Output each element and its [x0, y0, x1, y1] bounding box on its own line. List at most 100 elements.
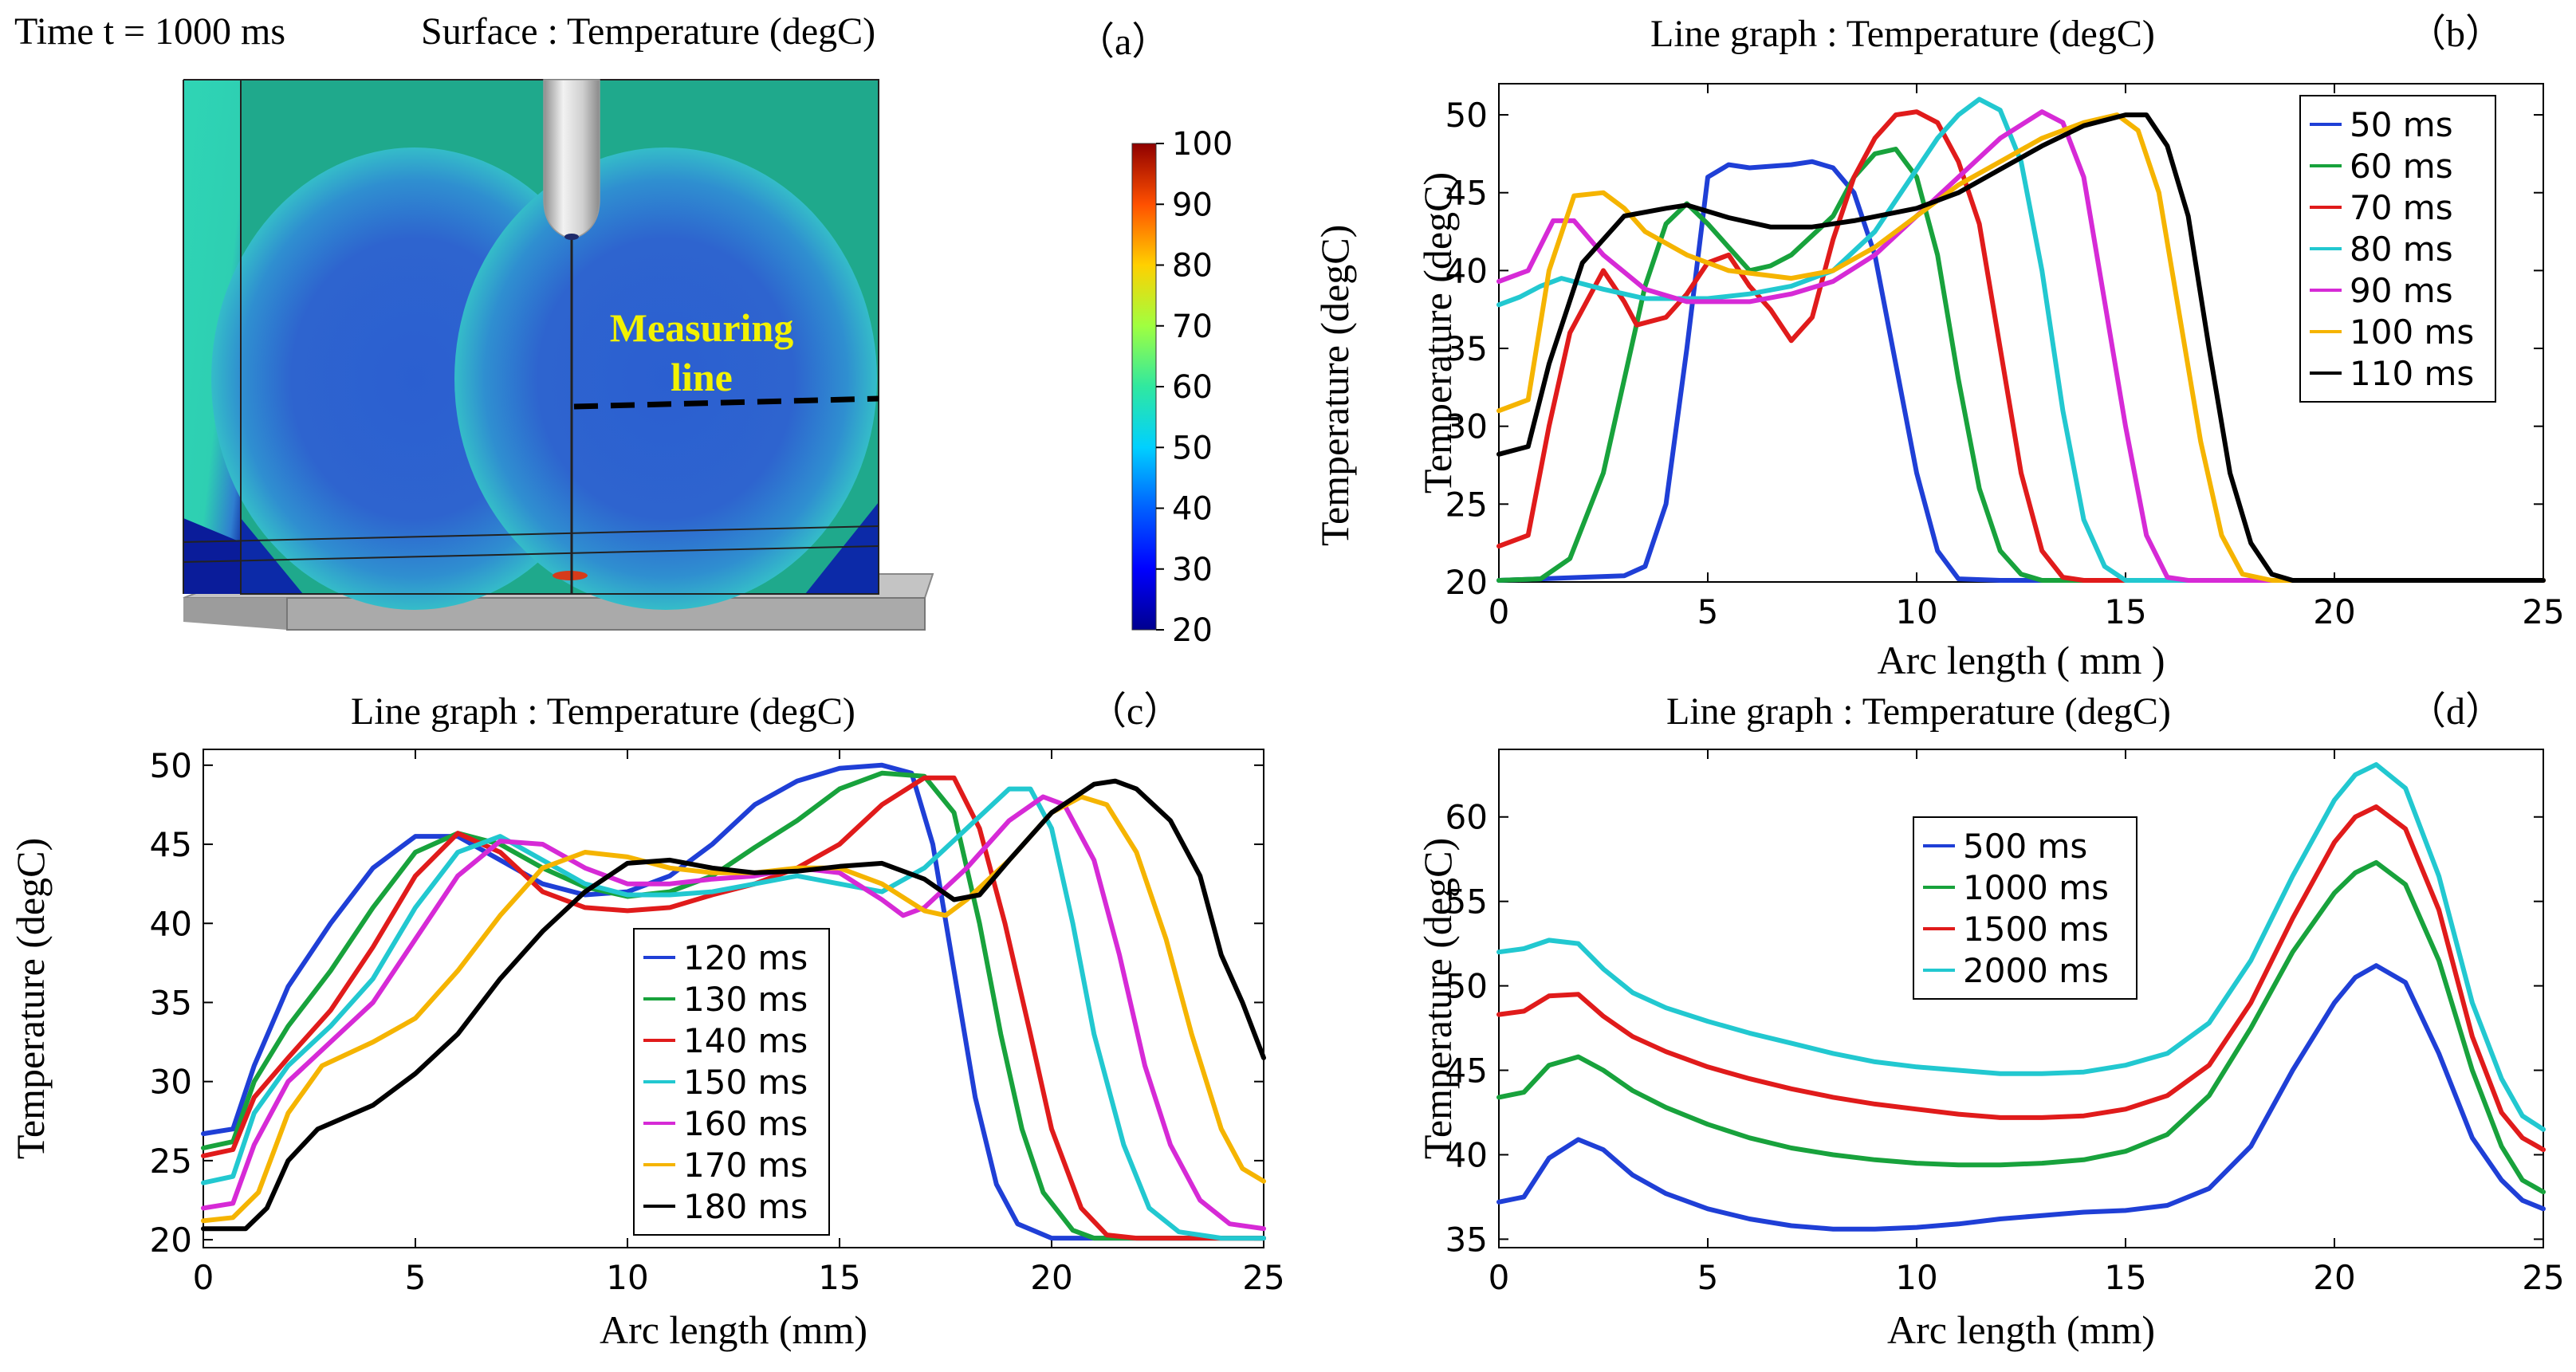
x-tick-label: 20	[2313, 1258, 2355, 1297]
series-line-150ms	[201, 786, 1266, 1241]
y-tick-label: 40	[150, 904, 192, 943]
cold-corner-left	[241, 518, 303, 594]
y-tick-label: 30	[150, 1063, 192, 1102]
colorbar-tick-label: 100	[1172, 126, 1233, 163]
series-line-50ms	[1496, 159, 2546, 583]
colorbar-tick-label: 80	[1172, 248, 1213, 285]
legend-entry: 180 ms	[683, 1187, 808, 1226]
y-tick-label: 45	[1445, 174, 1488, 213]
y-tick-label: 25	[150, 1142, 192, 1181]
chart-b: Line graph : Temperature (degC) （b） 0 5 10 15…	[1415, 13, 2565, 682]
legend-entry: 1000 ms	[1963, 868, 2109, 907]
hot-spot	[553, 571, 588, 580]
plot-area-c	[203, 749, 1264, 1248]
y-tick-label: 35	[1445, 1220, 1488, 1259]
legend-entry: 100 ms	[2350, 313, 2474, 352]
cold-corner-side	[183, 518, 241, 594]
series-line-170ms	[201, 794, 1266, 1224]
x-tick-label: 20	[2313, 592, 2355, 631]
chart-c: Line graph : Temperature (degC) （c） 0 5 10 15…	[8, 690, 1285, 1352]
cold-corner-right	[805, 502, 879, 594]
panel-tag-b: （b）	[2408, 13, 2503, 55]
chart-title-d: Line graph : Temperature (degC)	[1666, 690, 2171, 733]
colorbar-tick-label: 40	[1172, 491, 1213, 528]
x-axis-label-d: Arc length (mm)	[1887, 1307, 2155, 1352]
y-tick-label: 20	[150, 1221, 192, 1260]
y-tick-label: 30	[1445, 407, 1488, 446]
y-tick-label: 35	[150, 983, 192, 1022]
colorbar-tick-label: 60	[1172, 369, 1213, 406]
colorbar-tick-label: 30	[1172, 552, 1213, 588]
chart-title-c: Line graph : Temperature (degC)	[351, 690, 855, 733]
y-axis-label-d: Temperature (degC)	[1415, 838, 1460, 1159]
x-axis-label-b: Arc length ( mm )	[1877, 638, 2165, 682]
x-tick-label: 15	[2104, 1258, 2146, 1297]
y-tick-label: 50	[1445, 96, 1488, 135]
y-tick-label: 45	[150, 825, 192, 864]
x-tick-label: 5	[1697, 1258, 1719, 1297]
surface-plot	[183, 79, 934, 631]
colorbar-tick-label: 20	[1172, 612, 1213, 649]
series-line-60ms	[1496, 147, 2546, 583]
panel-tag-c: （c）	[1088, 690, 1182, 733]
cold-region-right	[454, 147, 877, 610]
y-axis-label-b: Temperature (degC)	[1415, 172, 1460, 493]
nozzle	[543, 79, 600, 238]
x-tick-label: 10	[1895, 592, 1937, 631]
bottom-band-line	[183, 525, 879, 543]
x-tick-label: 25	[2522, 1258, 2564, 1297]
x-tick-label: 10	[606, 1258, 648, 1297]
chart-title-b: Line graph : Temperature (degC)	[1650, 13, 2155, 55]
legend-entry: 140 ms	[683, 1021, 808, 1060]
colorbar: 100 90 80 70 60 50 40 30 20	[1131, 126, 1233, 649]
series-line-80ms	[1496, 96, 2546, 583]
legend-entry: 50 ms	[2350, 105, 2453, 144]
x-tick-label: 0	[1489, 592, 1510, 631]
x-tick-label: 20	[1030, 1258, 1072, 1297]
y-tick-label: 40	[1445, 251, 1488, 290]
legend-entry: 150 ms	[683, 1063, 808, 1102]
y-tick-label: 40	[1445, 1135, 1488, 1174]
colorbar-tick-label: 70	[1172, 309, 1213, 345]
legend-entry: 170 ms	[683, 1146, 808, 1185]
colorbar-tick-label: 90	[1172, 187, 1213, 223]
x-tick-label: 0	[193, 1258, 214, 1297]
surface-label: Surface : Temperature (degC)	[421, 10, 876, 53]
legend-entry: 1500 ms	[1963, 910, 2109, 949]
series-line-120ms	[201, 762, 1266, 1241]
plot-area-d	[1498, 749, 2544, 1248]
y-tick-label: 35	[1445, 329, 1488, 368]
legend-entry: 90 ms	[2350, 271, 2453, 310]
nozzle-tip	[564, 234, 579, 240]
legend-entry: 120 ms	[683, 938, 808, 977]
legend-entry: 70 ms	[2350, 188, 2453, 227]
colorbar-gradient	[1131, 143, 1157, 631]
chart-d: Line graph : Temperature (degC) （d） 0 5 10 15…	[1415, 690, 2565, 1352]
x-tick-label: 25	[2522, 592, 2564, 631]
series-line-130ms	[201, 770, 1266, 1241]
y-axis-label-c: Temperature (degC)	[8, 838, 53, 1159]
measuring-line-label-2: line	[671, 355, 733, 399]
x-tick-label: 10	[1895, 1258, 1937, 1297]
legend-entry: 130 ms	[683, 980, 808, 1019]
y-tick-label: 50	[150, 746, 192, 785]
base-plate-front	[183, 598, 287, 630]
series-line-500ms	[1496, 963, 2546, 1232]
legend-entry: 500 ms	[1963, 827, 2087, 866]
measuring-line-label: Measuring line	[582, 303, 821, 402]
panel-tag-a: （a）	[1076, 21, 1170, 63]
legend-entry: 160 ms	[683, 1104, 808, 1143]
x-tick-label: 5	[405, 1258, 427, 1297]
series-line-110ms	[1496, 112, 2546, 583]
bottom-band-line-2	[183, 545, 879, 563]
legend-entry: 80 ms	[2350, 230, 2453, 269]
x-tick-label: 5	[1697, 592, 1719, 631]
y-tick-label: 50	[1445, 967, 1488, 1006]
series-line-2000ms	[1496, 762, 2546, 1132]
legend-entry: 2000 ms	[1963, 951, 2109, 990]
y-tick-label: 55	[1445, 883, 1488, 922]
panel-tag-d: （d）	[2408, 690, 2503, 733]
time-label: Time t = 1000 ms	[14, 10, 286, 53]
series-line-1500ms	[1496, 804, 2546, 1153]
x-tick-label: 15	[2104, 592, 2146, 631]
